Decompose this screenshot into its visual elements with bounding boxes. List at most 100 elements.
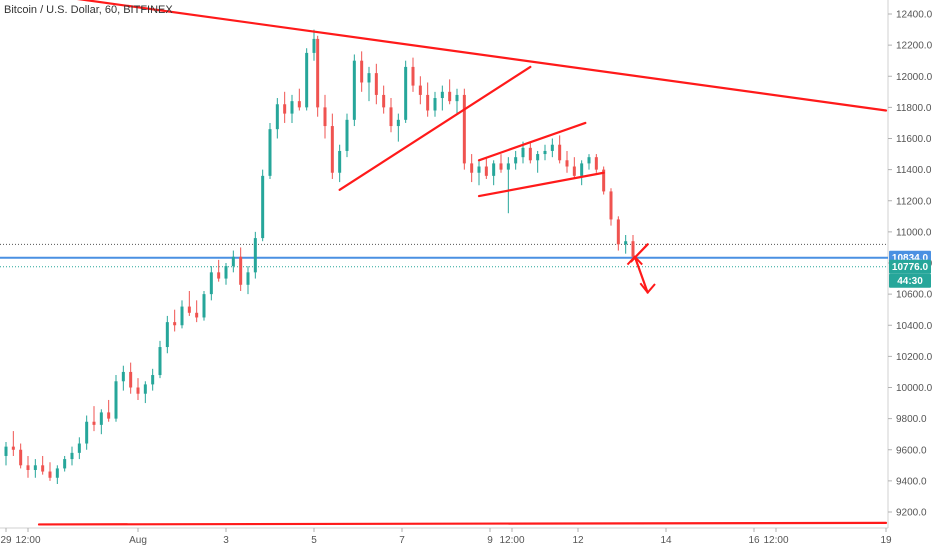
candle-body [609, 191, 613, 220]
y-tick-label: 12200.0 [896, 41, 932, 52]
candle-body [528, 147, 532, 161]
candle-body [404, 66, 408, 120]
x-tick-label: 12:00 [499, 535, 524, 546]
x-tick-label: 3 [223, 535, 229, 546]
chart-title: Bitcoin / U.S. Dollar, 60, BITFINEX [4, 4, 173, 16]
candle-body [352, 60, 356, 120]
bottom-support-line [37, 521, 888, 526]
candle-body [440, 91, 444, 99]
candle-body [136, 387, 140, 394]
candle-body [565, 160, 569, 167]
candle-body [26, 465, 30, 470]
candle-body [41, 465, 45, 472]
x-tick-label: 16 [748, 535, 760, 546]
candle-body [85, 421, 89, 444]
candle-body [470, 163, 474, 173]
candle-body [374, 73, 378, 95]
y-tick-label: 10000.0 [896, 383, 932, 394]
candle-body [345, 119, 349, 151]
price-label: 10834.0 [892, 253, 929, 264]
y-tick-label: 9600.0 [896, 445, 927, 456]
candle-body [462, 94, 466, 164]
x-tick-label: 7 [399, 535, 405, 546]
candle-body [202, 294, 206, 318]
candle-body [418, 85, 422, 95]
y-tick-label: 9200.0 [896, 508, 927, 519]
x-tick-label: 14 [660, 535, 672, 546]
x-tick-label: 12:00 [15, 535, 40, 546]
candle-body [360, 60, 364, 83]
y-tick-label: 10400.0 [896, 321, 932, 332]
y-tick-label: 12000.0 [896, 72, 932, 83]
candle-body [209, 272, 213, 295]
arrow-reverse-head [626, 255, 643, 266]
candle-body [543, 150, 547, 155]
candle-body [411, 66, 415, 86]
candle-body [173, 322, 177, 326]
candle-body [114, 381, 118, 419]
countdown-label-bg [889, 273, 931, 288]
ascending-triangle-support [338, 65, 532, 191]
candle-body [433, 98, 437, 111]
candle-body [4, 446, 8, 456]
flag-upper [477, 121, 587, 162]
candle-body [107, 412, 111, 419]
secondary-price-label: 10776.0 [892, 262, 929, 273]
candle-body [536, 154, 540, 161]
x-tick-label: 9 [487, 535, 493, 546]
candle-body [506, 163, 510, 170]
candle-body [631, 241, 635, 257]
breakdown-arrow-shaft [633, 255, 649, 294]
candle-body [48, 471, 52, 478]
candle-body [129, 371, 133, 388]
candle-body [396, 119, 400, 127]
upper-resistance-trendline [76, 0, 888, 112]
candle-body [283, 104, 287, 114]
y-tick-label: 11000.0 [896, 227, 932, 238]
breakdown-arrow-head [639, 282, 656, 294]
candle-body [290, 101, 294, 114]
candle-body [158, 347, 162, 376]
flag-lower [477, 171, 605, 198]
y-tick-label: 11400.0 [896, 165, 932, 176]
y-tick-label: 11800.0 [896, 103, 932, 114]
candle-body [330, 126, 334, 173]
candle-body [338, 150, 342, 173]
candle-body [323, 107, 327, 127]
x-tick-label: 19 [880, 535, 892, 546]
candle-body [224, 266, 228, 279]
candle-body [521, 147, 525, 158]
candle-body [297, 101, 301, 108]
candle-body [77, 443, 81, 453]
y-tick-label: 10600.0 [896, 290, 932, 301]
candle-body [151, 375, 155, 385]
candle-body [316, 38, 320, 108]
candle-body [492, 163, 496, 176]
y-tick-label: 9800.0 [896, 414, 927, 425]
candle-body [558, 144, 562, 161]
candle-body [389, 107, 393, 127]
candle-body [580, 163, 584, 176]
candle-body [187, 306, 191, 313]
candle-body [268, 129, 272, 176]
candle-body [426, 94, 430, 111]
candle-body [63, 459, 67, 469]
candle-body [217, 272, 221, 279]
candle-body [616, 219, 620, 245]
candle-body [477, 166, 481, 173]
candle-body [448, 91, 452, 102]
x-tick-label: 29 [0, 535, 12, 546]
candle-body [121, 371, 125, 382]
candle-body [55, 468, 59, 478]
candle-body [550, 144, 554, 151]
y-tick-label: 9400.0 [896, 476, 927, 487]
candle-body [455, 94, 459, 102]
countdown-label: 44:30 [897, 276, 923, 287]
candle-body [165, 322, 169, 348]
candle-body [19, 449, 23, 466]
candle-body [275, 104, 279, 130]
candle-body [572, 166, 576, 176]
candle-body [514, 157, 518, 164]
